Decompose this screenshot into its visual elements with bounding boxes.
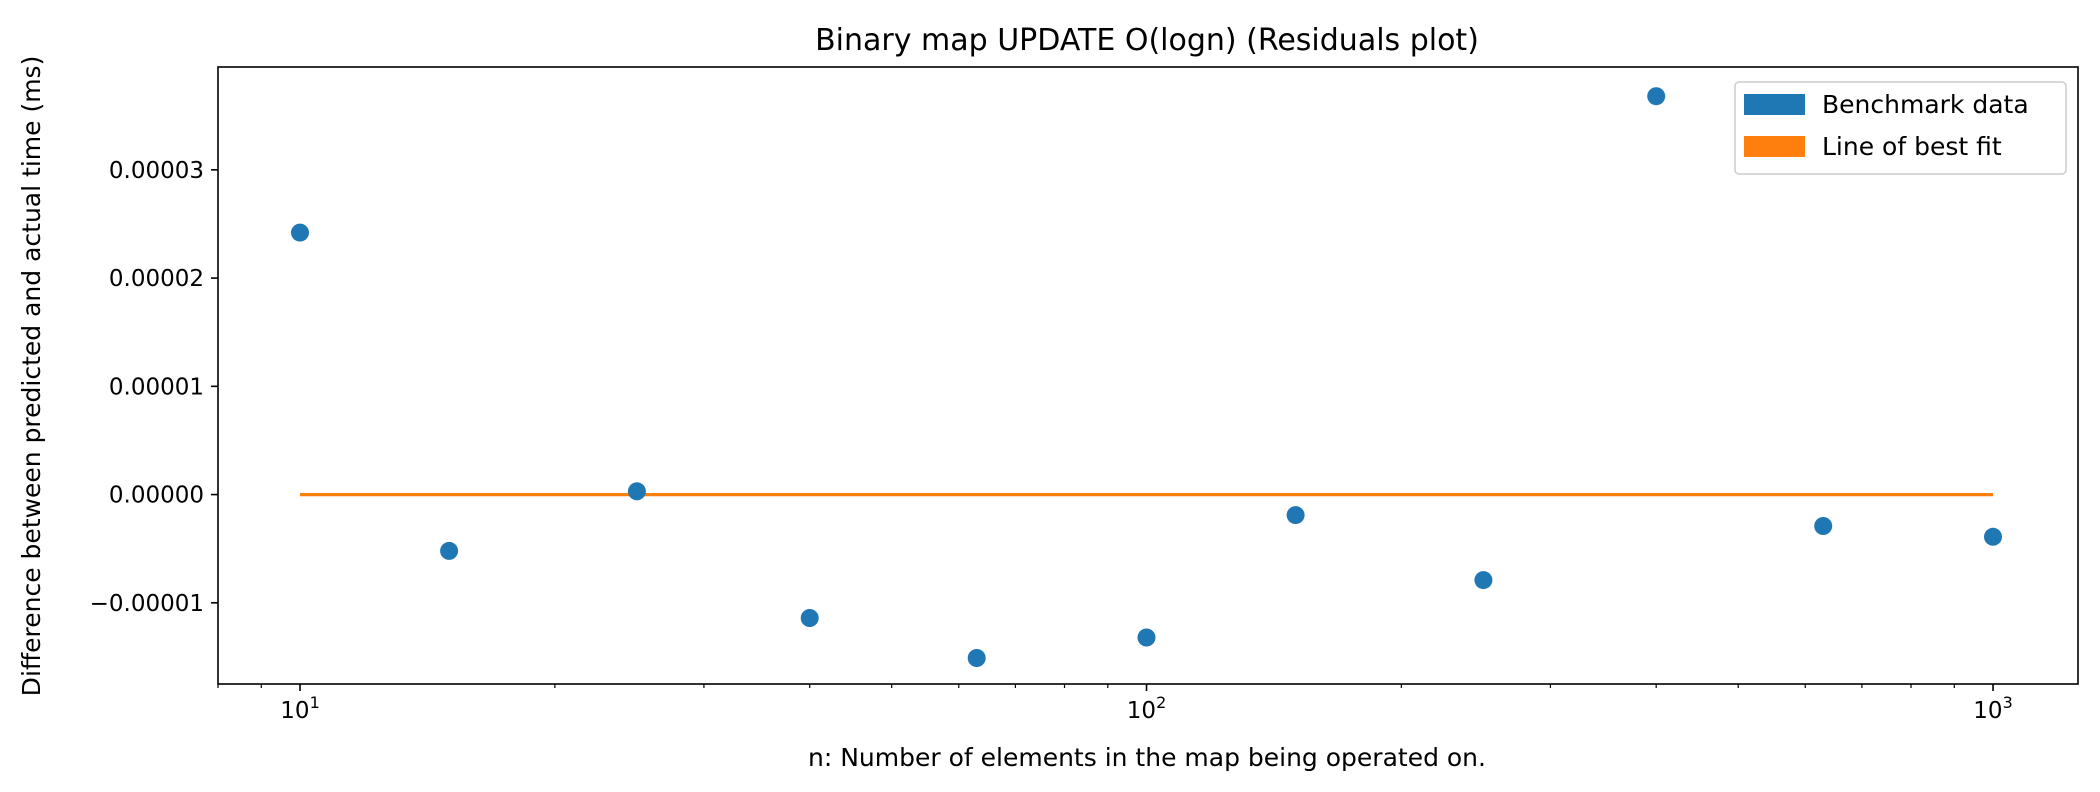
x-tick-label: 103 — [1973, 693, 2012, 724]
y-tick-label: 0.00001 — [109, 374, 204, 400]
data-point — [440, 541, 459, 560]
x-axis-label: n: Number of elements in the map being o… — [808, 743, 1486, 772]
legend-swatch-fit — [1744, 136, 1805, 157]
y-tick-label: 0.00000 — [109, 483, 204, 509]
x-axis: 101 102 103 — [217, 684, 2013, 724]
data-point — [1474, 571, 1493, 590]
data-point — [1647, 87, 1666, 106]
data-point — [627, 482, 646, 501]
y-tick-label: 0.00002 — [109, 266, 204, 292]
legend: Benchmark data Line of best fit — [1734, 81, 2067, 175]
x-tick-label: 102 — [1127, 693, 1166, 724]
data-point — [1984, 527, 2002, 546]
legend-swatch-benchmark — [1744, 94, 1805, 115]
data-point — [1137, 628, 1156, 647]
legend-label-fit: Line of best fit — [1822, 132, 2002, 161]
data-point — [967, 649, 986, 667]
legend-frame — [1734, 81, 2067, 175]
data-point — [291, 223, 309, 242]
y-axis-label: Difference between predicted and actual … — [17, 56, 46, 697]
data-point — [1286, 506, 1305, 525]
data-point — [800, 609, 819, 627]
y-axis: −0.00001 0.00000 0.00001 0.00002 0.00003 — [90, 158, 218, 617]
x-tick-label: 101 — [280, 693, 319, 724]
y-tick-label: −0.00001 — [90, 591, 204, 617]
y-tick-label: 0.00003 — [109, 158, 204, 184]
plot-marks — [291, 87, 2002, 667]
plot-frame — [217, 66, 2079, 685]
legend-label-benchmark: Benchmark data — [1822, 90, 2029, 119]
chart-title: Binary map UPDATE O(logn) (Residuals plo… — [815, 23, 1479, 58]
data-point — [1814, 517, 1833, 535]
